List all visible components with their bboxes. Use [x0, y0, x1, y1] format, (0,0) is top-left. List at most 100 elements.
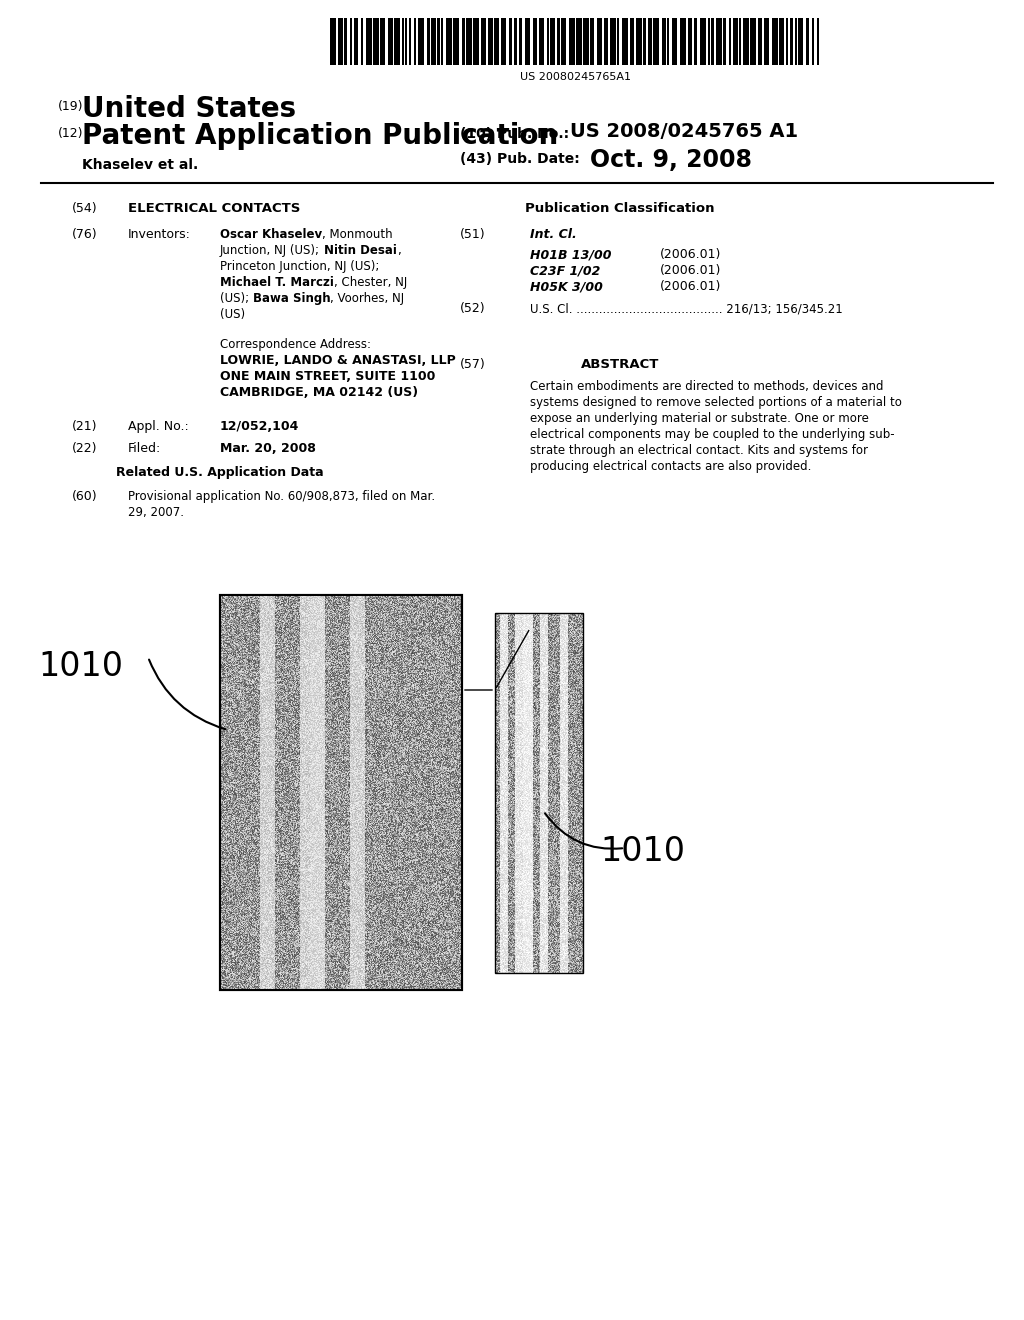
Text: (12): (12) — [58, 127, 84, 140]
Bar — [590, 18, 594, 65]
Bar — [723, 18, 726, 65]
Bar — [409, 18, 411, 65]
Bar — [514, 18, 517, 65]
Bar — [662, 18, 666, 65]
Text: electrical components may be coupled to the underlying sub-: electrical components may be coupled to … — [530, 428, 895, 441]
Text: Int. Cl.: Int. Cl. — [530, 228, 577, 242]
Bar — [743, 18, 749, 65]
Bar — [711, 18, 714, 65]
Text: (54): (54) — [72, 202, 97, 215]
Bar — [667, 18, 669, 65]
Bar — [418, 18, 424, 65]
Bar — [462, 18, 465, 65]
Text: (US): (US) — [220, 308, 245, 321]
Bar — [790, 18, 793, 65]
Bar — [446, 18, 452, 65]
Text: U.S. Cl. ....................................... 216/13; 156/345.21: U.S. Cl. ...............................… — [530, 302, 843, 315]
Bar — [597, 18, 602, 65]
Bar — [519, 18, 522, 65]
Text: (76): (76) — [72, 228, 97, 242]
Bar — [501, 18, 506, 65]
Text: H01B 13/00: H01B 13/00 — [530, 248, 611, 261]
Bar — [806, 18, 809, 65]
Bar — [547, 18, 549, 65]
Bar — [557, 18, 560, 65]
Text: Inventors:: Inventors: — [128, 228, 190, 242]
Bar — [733, 18, 738, 65]
Bar — [561, 18, 566, 65]
Text: Correspondence Address:: Correspondence Address: — [220, 338, 371, 351]
Text: Certain embodiments are directed to methods, devices and: Certain embodiments are directed to meth… — [530, 380, 884, 393]
Text: ELECTRICAL CONTACTS: ELECTRICAL CONTACTS — [128, 202, 300, 215]
Bar — [739, 18, 741, 65]
Bar — [344, 18, 347, 65]
Bar — [729, 18, 731, 65]
Text: Filed:: Filed: — [128, 442, 161, 455]
Text: strate through an electrical contact. Kits and systems for: strate through an electrical contact. Ki… — [530, 444, 868, 457]
Bar — [431, 18, 436, 65]
Bar — [772, 18, 778, 65]
Text: ONE MAIN STREET, SUITE 1100: ONE MAIN STREET, SUITE 1100 — [220, 370, 435, 383]
Bar — [750, 18, 756, 65]
Bar — [494, 18, 499, 65]
Bar — [604, 18, 608, 65]
Text: Provisional application No. 60/908,873, filed on Mar.: Provisional application No. 60/908,873, … — [128, 490, 435, 503]
Text: LOWRIE, LANDO & ANASTASI, LLP: LOWRIE, LANDO & ANASTASI, LLP — [220, 354, 456, 367]
Bar — [220, 595, 462, 990]
Bar — [373, 18, 379, 65]
Text: 29, 2007.: 29, 2007. — [128, 506, 184, 519]
Bar — [583, 18, 589, 65]
Text: , Chester, NJ: , Chester, NJ — [334, 276, 408, 289]
Bar — [466, 18, 472, 65]
Bar — [779, 18, 784, 65]
Text: 12/052,104: 12/052,104 — [220, 420, 299, 433]
Text: (51): (51) — [460, 228, 485, 242]
Text: Junction, NJ (US);: Junction, NJ (US); — [220, 244, 324, 257]
Text: US 20080245765A1: US 20080245765A1 — [519, 73, 631, 82]
Bar — [812, 18, 814, 65]
Text: (22): (22) — [72, 442, 97, 455]
Bar — [366, 18, 372, 65]
Text: (2006.01): (2006.01) — [660, 248, 721, 261]
Bar — [550, 18, 555, 65]
Text: ,: , — [396, 244, 400, 257]
Bar — [495, 612, 583, 973]
Bar — [437, 18, 440, 65]
Text: US 2008/0245765 A1: US 2008/0245765 A1 — [570, 121, 798, 141]
Text: 1010: 1010 — [38, 649, 123, 682]
Bar — [354, 18, 358, 65]
Bar — [672, 18, 677, 65]
Bar — [653, 18, 659, 65]
Bar — [764, 18, 769, 65]
Text: Appl. No.:: Appl. No.: — [128, 420, 188, 433]
Bar — [330, 18, 336, 65]
Bar — [350, 18, 352, 65]
Bar — [610, 18, 616, 65]
Bar — [680, 18, 686, 65]
Text: (2006.01): (2006.01) — [660, 264, 721, 277]
Bar — [694, 18, 697, 65]
Bar — [402, 18, 404, 65]
Bar — [786, 18, 788, 65]
Bar — [758, 18, 762, 65]
Bar — [617, 18, 618, 65]
Bar — [569, 18, 575, 65]
Text: (2006.01): (2006.01) — [660, 280, 721, 293]
Bar — [700, 18, 706, 65]
Bar — [453, 18, 459, 65]
Bar — [636, 18, 642, 65]
Bar — [630, 18, 634, 65]
Text: (21): (21) — [72, 420, 97, 433]
Bar — [414, 18, 416, 65]
Bar — [220, 595, 462, 990]
Bar — [795, 18, 797, 65]
Text: Michael T. Marczi: Michael T. Marczi — [220, 276, 334, 289]
Bar — [394, 18, 400, 65]
Text: (19): (19) — [58, 100, 84, 114]
Bar — [338, 18, 343, 65]
Bar — [575, 18, 582, 65]
Bar — [688, 18, 692, 65]
Bar — [525, 18, 530, 65]
Bar — [798, 18, 803, 65]
Bar — [648, 18, 652, 65]
